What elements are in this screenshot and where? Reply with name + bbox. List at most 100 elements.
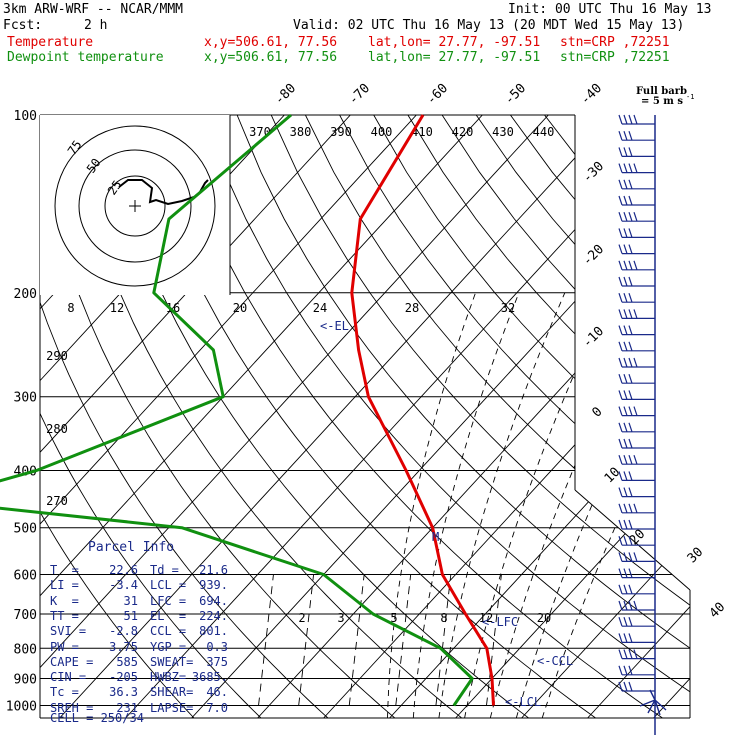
parcel-cell-9-2: LAPSE= bbox=[150, 700, 194, 715]
wind-barb bbox=[618, 422, 655, 433]
parcel-cell-3-2: EL = bbox=[150, 608, 187, 623]
moist-adiabat-line bbox=[438, 292, 566, 718]
wind-barb bbox=[618, 406, 655, 417]
wind-barb bbox=[618, 519, 655, 530]
parcel-cell-2-0: K = bbox=[50, 593, 79, 608]
parcel-cell-7-1: -205 bbox=[109, 670, 138, 685]
moist-adiabat-line bbox=[412, 292, 520, 718]
temperature-legend: Temperature bbox=[7, 35, 94, 50]
parcel-cell-4-1: -2.8 bbox=[109, 624, 138, 639]
temperature-xy: x,y=506.61, 77.56 bbox=[204, 35, 338, 50]
temperature-curve bbox=[350, 114, 495, 706]
barb-legend-note: Full barb bbox=[636, 86, 687, 97]
parcel-info-title: Parcel Info bbox=[88, 540, 175, 555]
isotherm-label-top: -70 bbox=[346, 81, 373, 108]
theta-label: 390 bbox=[330, 125, 352, 139]
mixing-ratio-label: 20 bbox=[537, 611, 551, 625]
pressure-label: 900 bbox=[14, 672, 37, 687]
dewpoint-xy: x,y=506.61, 77.56 bbox=[204, 50, 338, 65]
parcel-cell-8-0: Tc = bbox=[50, 685, 79, 700]
isotherm-line bbox=[191, 115, 690, 718]
parcel-cell-0-2: Td = bbox=[150, 563, 179, 577]
hodograph-ring bbox=[54, 125, 216, 287]
frame-diagonal bbox=[574, 489, 691, 591]
parcel-cell-3-0: TT = bbox=[50, 608, 79, 623]
parcel-cell-6-2: SWEAT= bbox=[150, 654, 194, 669]
mixing-ratio-line bbox=[486, 574, 502, 706]
parcel-cell-1-2: LCL = bbox=[150, 578, 187, 593]
pressure-label: 800 bbox=[14, 642, 37, 657]
wind-barb bbox=[618, 228, 655, 238]
parcel-cell-7-2: HWBZ= bbox=[150, 670, 187, 685]
mixing-ratio-line bbox=[435, 574, 452, 706]
hodograph-ring bbox=[78, 149, 192, 263]
fcst-label: Fcst: bbox=[3, 18, 43, 33]
wind-barb bbox=[618, 552, 655, 562]
cell-motion: CELL = 250/34 bbox=[50, 711, 144, 725]
wind-barb bbox=[618, 276, 655, 287]
isotherm-line bbox=[653, 115, 690, 718]
isotherm-label-right: -20 bbox=[580, 242, 607, 269]
wind-barb bbox=[618, 455, 655, 465]
pressure-label: 600 bbox=[14, 568, 37, 583]
temperature-stn: stn=CRP ,72251 bbox=[560, 35, 670, 50]
wind-barb-surface bbox=[639, 689, 667, 716]
theta-label: 380 bbox=[290, 125, 312, 139]
barb-legend-units: = 5 m s bbox=[641, 96, 683, 107]
parcel-cell-6-0: CAPE = bbox=[50, 654, 94, 669]
wind-barb bbox=[618, 471, 655, 481]
mixing-ratio-line bbox=[298, 574, 315, 706]
parcel-cell-1-1: -3.4 bbox=[109, 578, 138, 593]
isotherm-line bbox=[0, 115, 20, 718]
isotherm-label-top: -80 bbox=[272, 81, 299, 108]
wind-barb bbox=[618, 341, 655, 352]
pressure-label: 300 bbox=[14, 391, 37, 406]
theta-label: 420 bbox=[452, 125, 474, 139]
dewpoint-legend: Dewpoint temperature bbox=[7, 50, 164, 65]
wind-barb bbox=[618, 131, 655, 141]
dry-adiabat-line bbox=[40, 115, 262, 718]
moist-adiabat-line bbox=[489, 292, 655, 718]
header: 3km ARW-WRF -- NCAR/MMM Init: 00 UTC Thu… bbox=[0, 0, 740, 70]
theta-label: 440 bbox=[533, 125, 555, 139]
level-marker-el: <-EL bbox=[320, 319, 349, 333]
parcel-cell-6-3: 375 bbox=[206, 654, 228, 669]
level-marker-lfc: <-LFC bbox=[482, 615, 518, 629]
fcst-value: 2 h bbox=[84, 18, 108, 33]
isotherm-line bbox=[40, 115, 351, 718]
wind-barb bbox=[618, 487, 655, 498]
wind-barb bbox=[618, 665, 655, 676]
parcel-cell-9-3: 7.0 bbox=[206, 700, 228, 715]
hodograph-ring-label: 50 bbox=[84, 156, 104, 176]
isotherm-line bbox=[40, 115, 549, 718]
hodograph-ring bbox=[104, 175, 166, 237]
isotherm-label-right: -10 bbox=[580, 324, 607, 351]
level-marker-lcl: <-LCL bbox=[505, 695, 541, 709]
dry-adiabat-line bbox=[270, 115, 690, 718]
parcel-cell-8-2: SHEAR= bbox=[150, 685, 194, 700]
parcel-cell-1-3: 939. bbox=[199, 578, 228, 593]
wind-barb bbox=[618, 325, 655, 336]
dry-adiabat-line bbox=[304, 115, 690, 718]
parcel-cell-0-1: 22.6 bbox=[109, 563, 138, 577]
isotherm-label-top: -50 bbox=[502, 81, 529, 108]
dry-adiabat-line bbox=[202, 115, 690, 718]
wind-barb bbox=[618, 260, 655, 271]
dry-adiabat-line bbox=[134, 115, 596, 718]
dewpoint-stn: stn=CRP ,72251 bbox=[560, 50, 670, 65]
pressure-label: 1000 bbox=[6, 699, 37, 714]
parcel-cell-5-2: YGP = bbox=[150, 639, 187, 654]
parcel-cell-7-0: CIN = bbox=[50, 670, 87, 685]
parcel-cell-7-3: 3685. bbox=[191, 670, 228, 685]
isotherm-line bbox=[257, 115, 690, 718]
mid-level-marker: M bbox=[432, 530, 439, 544]
isotherm-line bbox=[521, 115, 690, 718]
dry-adiabat-line bbox=[168, 115, 663, 718]
mixing-ratio-label: 12 bbox=[479, 611, 493, 625]
pressure-label: 100 bbox=[14, 109, 37, 124]
hodograph-ring-label: 75 bbox=[65, 138, 85, 158]
wind-barb bbox=[618, 584, 655, 595]
moist-adiabat-line bbox=[387, 292, 476, 718]
parcel-cell-2-1: 31 bbox=[123, 593, 138, 608]
